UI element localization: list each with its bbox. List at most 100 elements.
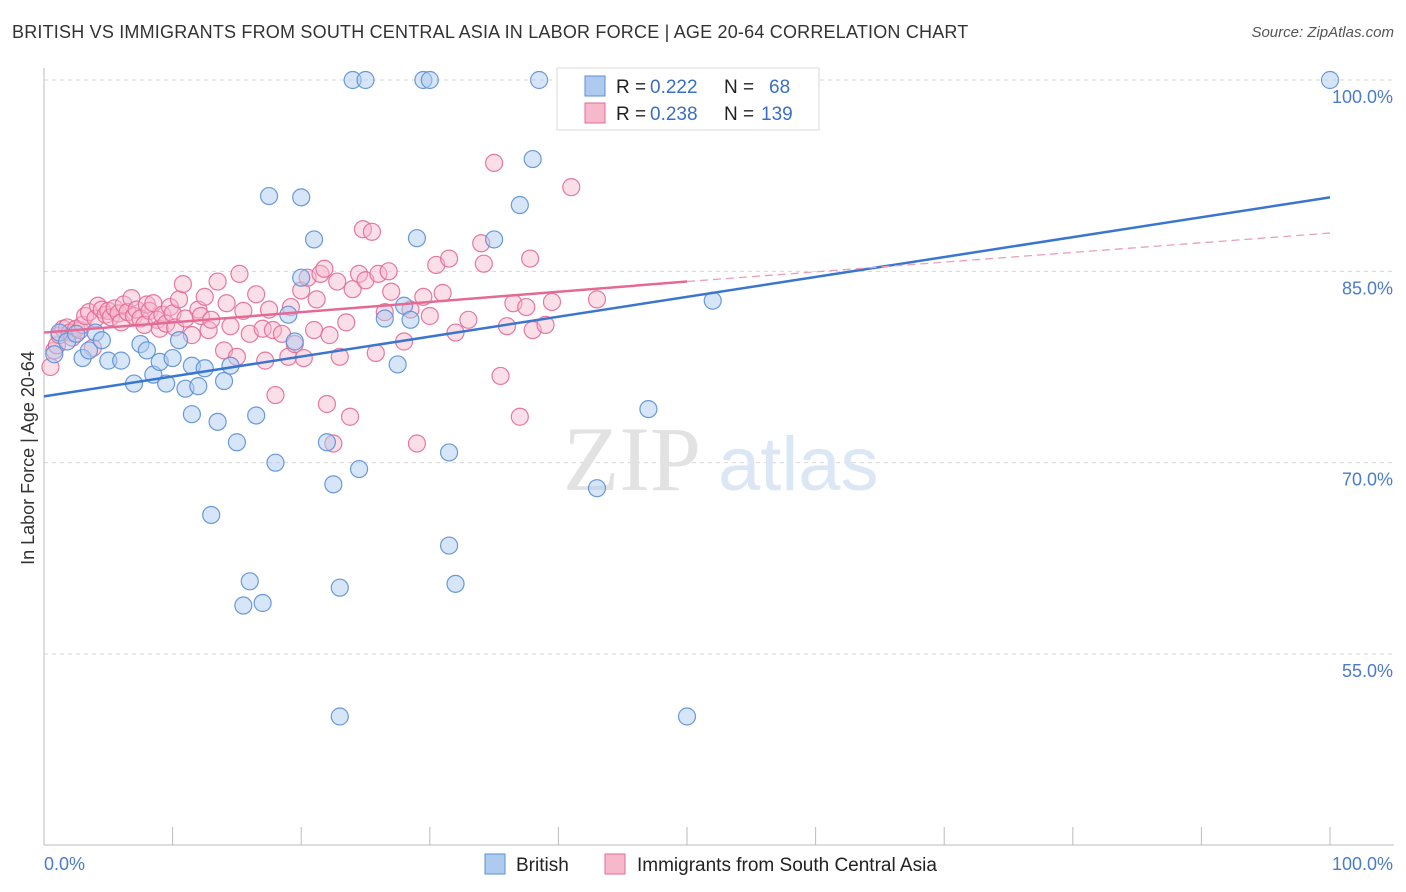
data-point [459,310,478,329]
data-point [221,317,240,336]
data-point [230,264,249,283]
data-point [208,272,227,291]
data-point [304,320,324,340]
data-point [227,433,246,452]
data-point [420,70,439,90]
data-point [292,268,311,287]
trend-line-british [43,196,1331,398]
data-point [1320,70,1340,90]
data-point [433,283,452,303]
y-tick-label: 100.0% [1332,87,1393,107]
data-point [439,249,459,268]
data-point [491,366,510,386]
data-point [253,593,272,613]
series-legend: British Immigrants from South Central As… [484,853,937,876]
data-point [247,406,266,425]
data-point [266,385,285,405]
data-point [320,326,339,345]
data-point [240,572,259,591]
data-point [163,348,182,368]
data-point [587,290,607,309]
data-point [317,394,337,414]
data-point [330,347,349,366]
watermark-zip: ZIP [563,408,701,510]
y-tick-label: 55.0% [1342,661,1393,681]
data-point [169,290,189,309]
data-point [324,475,343,494]
data-point [340,407,360,426]
data-point [169,331,189,350]
data-point [182,405,201,424]
data-point [639,399,658,419]
data-point [420,306,439,326]
chart-title: BRITISH VS IMMIGRANTS FROM SOUTH CENTRAL… [12,22,969,42]
legend-swatch-immigrants [584,102,606,124]
data-point [356,70,375,90]
trend-line-immigrants-extension [686,232,1331,283]
series-british-points [45,70,1340,726]
legend-n-label-british: N = [724,77,754,98]
y-tick-label: 85.0% [1342,278,1393,298]
data-point [510,195,529,215]
y-tick-label: 70.0% [1342,470,1393,490]
data-point [217,294,236,313]
data-point [173,274,192,294]
data-point [521,249,540,268]
data-point [292,188,311,207]
legend-n-label-immigrants: N = [724,104,754,125]
data-point [388,355,407,374]
data-point [349,459,369,479]
data-point [122,289,141,308]
legend-r-label-immigrants: R = [616,104,646,125]
data-point [45,345,64,364]
data-point [375,309,394,328]
data-point [195,359,214,378]
x-tick-label: 0.0% [44,854,85,874]
data-point [137,341,156,360]
legend-n-value-british: 68 [769,77,790,98]
legend-n-value-immigrants: 139 [761,104,793,125]
data-point [112,351,131,370]
data-point [530,70,549,90]
trend-line-immigrants [43,280,688,334]
legend-swatch-british [584,75,606,97]
data-point [523,149,542,169]
data-point [337,313,356,332]
watermark-atlas: atlas [718,422,879,507]
bottom-legend-immigrants: Immigrants from South Central Asia [637,855,937,876]
data-point [247,285,266,304]
data-point [379,262,398,281]
data-point [407,434,427,453]
data-point [382,282,401,301]
bottom-legend-british: British [516,855,569,876]
legend-r-value-british: 0.222 [650,77,698,98]
data-point [67,324,86,343]
data-point [343,280,362,299]
data-point [263,320,283,340]
x-tick-label: 100.0% [1332,854,1393,874]
data-point [439,443,459,462]
data-point [234,301,253,320]
tick-labels: 55.0% 70.0% 85.0% 100.0% 0.0% 100.0% [44,87,1393,874]
data-point [307,290,326,309]
data-point [208,412,227,431]
data-point [562,178,581,197]
data-point [542,292,562,312]
data-point [214,371,234,391]
data-point [315,259,334,278]
data-point [317,433,337,452]
data-point [517,297,536,317]
data-point [474,254,493,273]
correlation-legend: R = 0.222 N = 68 R = 0.238 N = 139 [556,67,820,131]
data-point [407,229,427,248]
data-point [587,479,607,498]
legend-r-value-immigrants: 0.238 [650,104,698,125]
data-point [401,310,420,329]
axes [43,68,1394,846]
y-axis-label: In Labor Force | Age 20-64 [18,351,38,565]
chart-source: Source: ZipAtlas.com [1251,24,1394,41]
data-point [439,536,459,555]
data-point [79,341,99,360]
data-point [510,407,529,426]
